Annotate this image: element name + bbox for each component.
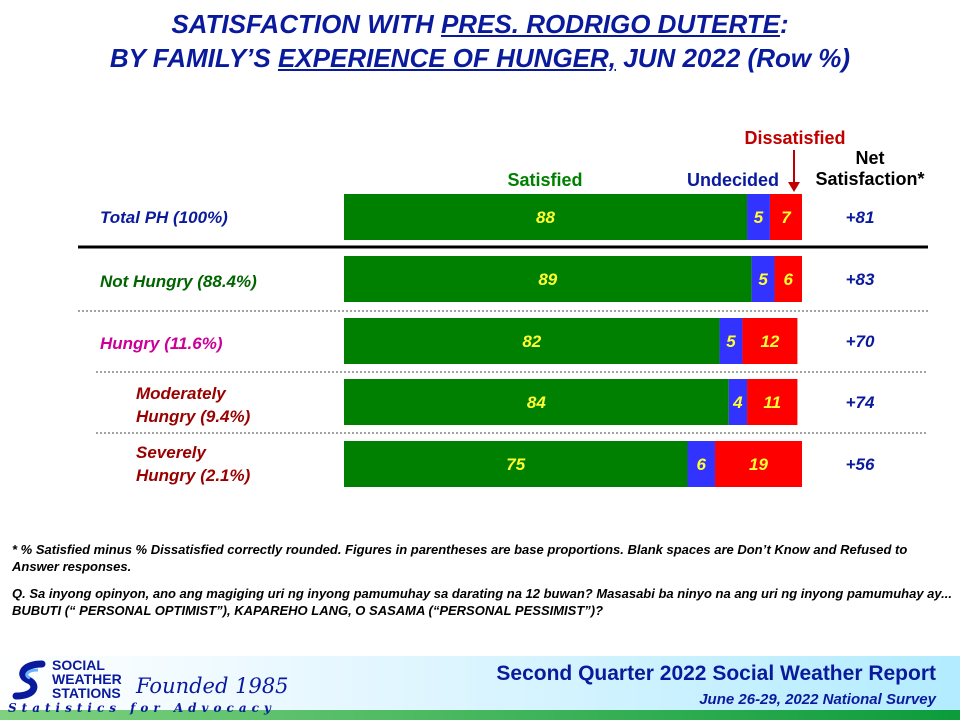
- bar-dissatisfied-3: [747, 379, 798, 425]
- bar-satisfied-4: [344, 441, 688, 487]
- header-dissatisfied: Dissatisfied: [744, 128, 846, 148]
- logo-tagline: Statistics for Advocacy: [8, 701, 276, 715]
- bar-satisfied-1: [344, 256, 752, 302]
- footer-band: [0, 656, 960, 720]
- bar-undecided-0: [747, 194, 770, 240]
- bar-satisfied-3: [344, 379, 729, 425]
- label-satisfied-1: 89: [538, 270, 557, 289]
- report-subtitle: June 26-29, 2022 National Survey: [699, 691, 936, 708]
- label-dissatisfied-0: 7: [781, 208, 792, 227]
- row-label-line1: Severely: [136, 443, 206, 462]
- bar-undecided-1: [751, 256, 775, 302]
- label-satisfied-4: 75: [506, 455, 525, 474]
- net-satisfaction-4: +56: [845, 455, 875, 474]
- row-label-1: Not Hungry (88.4%): [100, 270, 257, 293]
- footnote-question: Q. Sa inyong opinyon, ano ang magiging u…: [12, 586, 952, 618]
- label-undecided-1: 5: [758, 270, 768, 289]
- net-satisfaction-1: +83: [845, 270, 875, 289]
- bar-undecided-2: [719, 318, 743, 364]
- label-satisfied-2: 82: [522, 332, 541, 351]
- label-satisfied-0: 88: [536, 208, 555, 227]
- bar-dissatisfied-2: [742, 318, 798, 364]
- row-label-line2: Hungry (2.1%): [136, 466, 251, 485]
- bar-satisfied-0: [344, 194, 748, 240]
- row-label-line1: Not Hungry (88.4%): [100, 272, 257, 291]
- footer-stripe: [0, 710, 960, 720]
- bar-dissatisfied-0: [769, 194, 802, 240]
- bar-undecided-4: [687, 441, 715, 487]
- footnote-note: * % Satisfied minus % Dissatisfied corre…: [12, 542, 908, 574]
- header-satisfied: Satisfied: [507, 170, 583, 190]
- row-label-0: Total PH (100%): [100, 206, 228, 229]
- label-undecided-0: 5: [754, 208, 764, 227]
- net-satisfaction-2: +70: [845, 332, 875, 351]
- label-undecided-2: 5: [726, 332, 736, 351]
- label-dissatisfied-4: 19: [749, 455, 768, 474]
- label-dissatisfied-1: 6: [784, 270, 794, 289]
- label-dissatisfied-2: 12: [760, 332, 779, 351]
- logo-founded: Founded 1985: [136, 674, 289, 698]
- label-satisfied-3: 84: [527, 393, 546, 412]
- label-undecided-3: 4: [732, 393, 743, 412]
- header-net-satisfaction: Net Satisfaction*: [800, 148, 940, 190]
- sws-logo-icon: [12, 660, 46, 700]
- bar-dissatisfied-4: [714, 441, 802, 487]
- row-label-line2: Hungry (9.4%): [136, 407, 251, 426]
- label-undecided-4: 6: [697, 455, 707, 474]
- row-label-line1: Total PH (100%): [100, 208, 228, 227]
- row-label-line1: Hungry (11.6%): [100, 334, 223, 353]
- chart-title-line1: SATISFACTION WITH PRES. RODRIGO DUTERTE:: [171, 9, 789, 39]
- bar-undecided-3: [728, 379, 748, 425]
- net-satisfaction-0: +81: [845, 208, 875, 227]
- chart-title-line2: BY FAMILY’S EXPERIENCE OF HUNGER, JUN 20…: [109, 43, 851, 73]
- header-net-line1: Net: [855, 148, 885, 168]
- report-title: Second Quarter 2022 Social Weather Repor…: [496, 662, 936, 685]
- bar-dissatisfied-1: [774, 256, 802, 302]
- dissatisfied-arrow-head: [788, 182, 800, 192]
- logo-org-name: SOCIAL WEATHER STATIONS: [52, 657, 122, 701]
- row-label-line1: Moderately: [136, 384, 226, 403]
- header-undecided: Undecided: [686, 170, 779, 190]
- row-label-4: Severely Hungry (2.1%): [136, 441, 250, 487]
- bar-satisfied-2: [344, 318, 720, 364]
- label-dissatisfied-3: 11: [763, 393, 781, 412]
- row-label-2: Hungry (11.6%): [100, 332, 223, 355]
- header-net-line2: Satisfaction*: [815, 169, 925, 189]
- row-label-3: Moderately Hungry (9.4%): [136, 382, 250, 428]
- net-satisfaction-3: +74: [845, 393, 875, 412]
